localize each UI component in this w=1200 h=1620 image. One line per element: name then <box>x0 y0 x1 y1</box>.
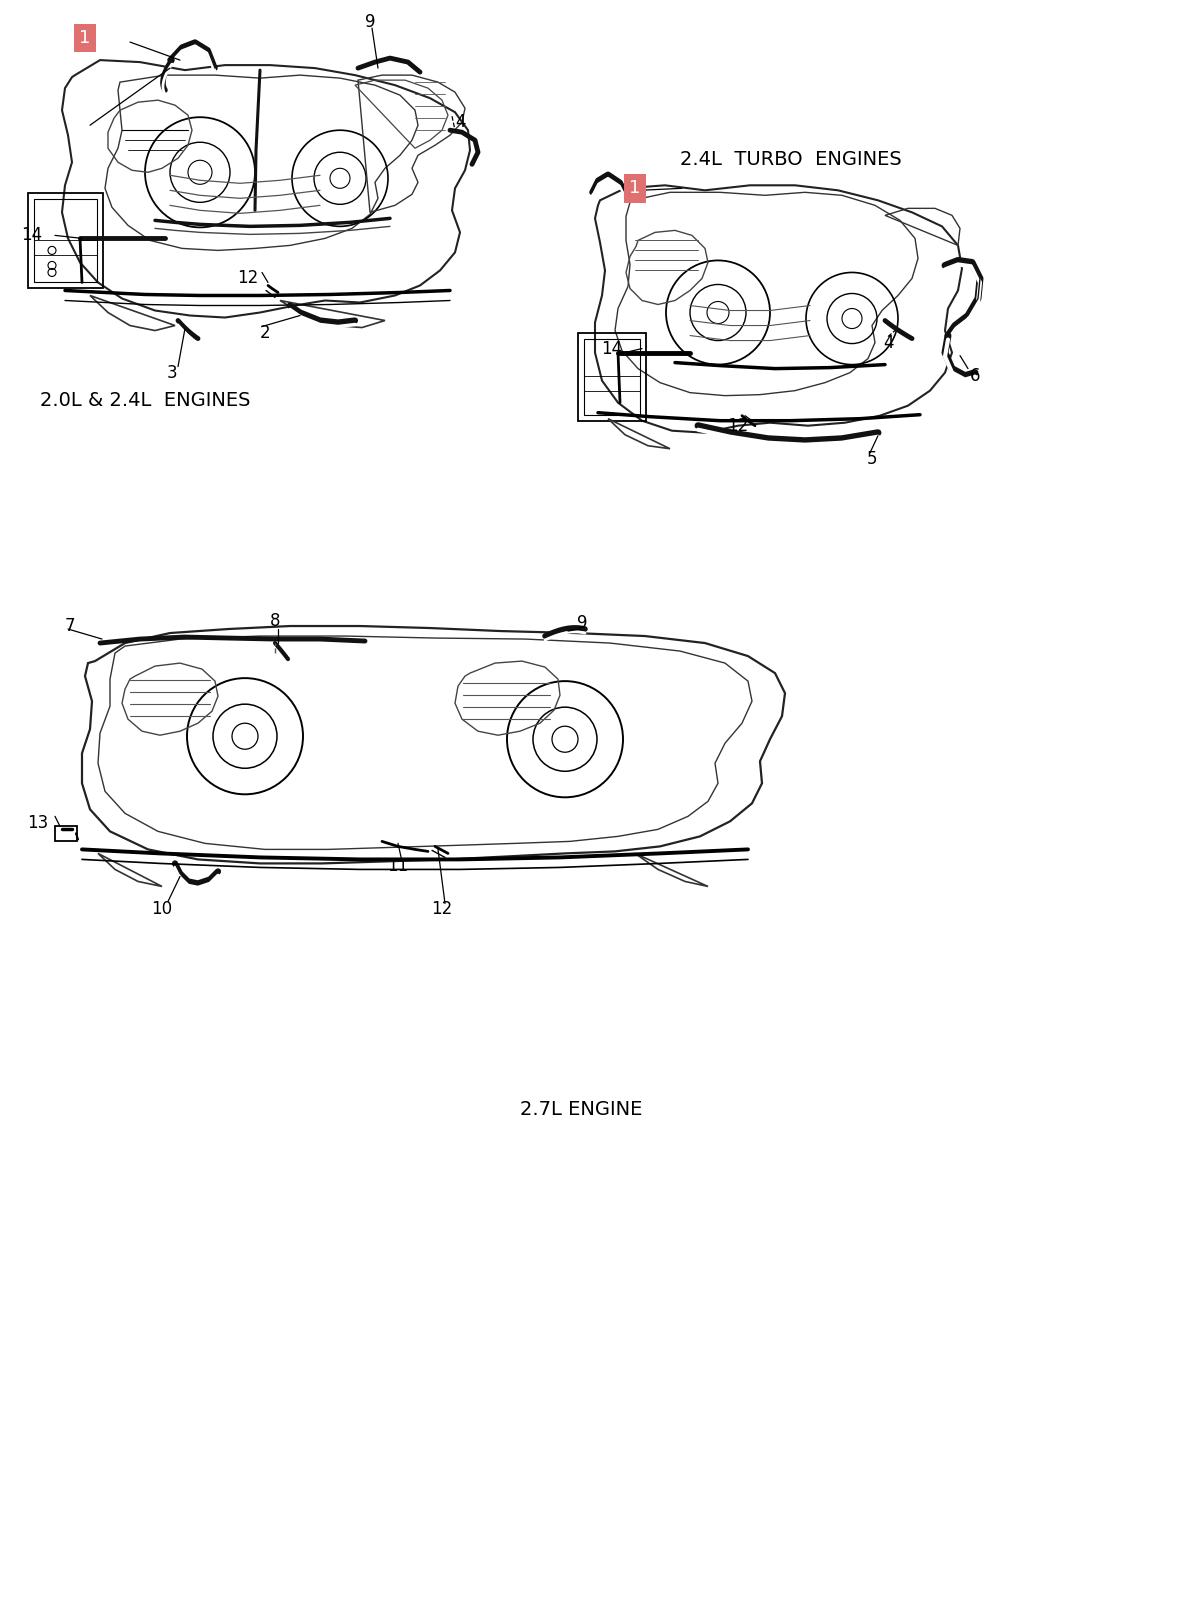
Text: 5: 5 <box>866 450 877 468</box>
Text: 14: 14 <box>22 227 42 245</box>
Bar <box>55 826 77 841</box>
Text: 6: 6 <box>970 366 980 384</box>
Text: 13: 13 <box>28 815 49 833</box>
Text: 12: 12 <box>238 269 259 287</box>
Text: 4: 4 <box>883 334 893 352</box>
Text: 1: 1 <box>629 180 641 198</box>
Text: 10: 10 <box>151 901 173 919</box>
Bar <box>578 332 646 421</box>
Text: 11: 11 <box>388 857 409 875</box>
Bar <box>28 193 103 288</box>
Text: CHRYSLER DODGE JEEP - 4596711AF    N - 1: CHRYSLER DODGE JEEP - 4596711AF N - 1 <box>157 1560 1043 1592</box>
Text: 4: 4 <box>455 113 466 131</box>
Text: 9: 9 <box>365 13 376 31</box>
Bar <box>584 339 640 415</box>
Text: 7: 7 <box>65 617 76 635</box>
Bar <box>34 199 97 282</box>
Text: 2.0L & 2.4L  ENGINES: 2.0L & 2.4L ENGINES <box>40 390 251 410</box>
Text: 3: 3 <box>167 363 178 382</box>
Text: 12: 12 <box>431 901 452 919</box>
Text: 8: 8 <box>270 612 281 630</box>
Text: 14: 14 <box>601 340 623 358</box>
Text: 2.4L  TURBO  ENGINES: 2.4L TURBO ENGINES <box>680 151 901 168</box>
Text: 1: 1 <box>79 29 91 47</box>
Text: 9: 9 <box>577 614 587 632</box>
Text: 2.7L ENGINE: 2.7L ENGINE <box>520 1100 642 1119</box>
Text: 2: 2 <box>259 324 270 342</box>
Text: 12: 12 <box>727 416 749 434</box>
